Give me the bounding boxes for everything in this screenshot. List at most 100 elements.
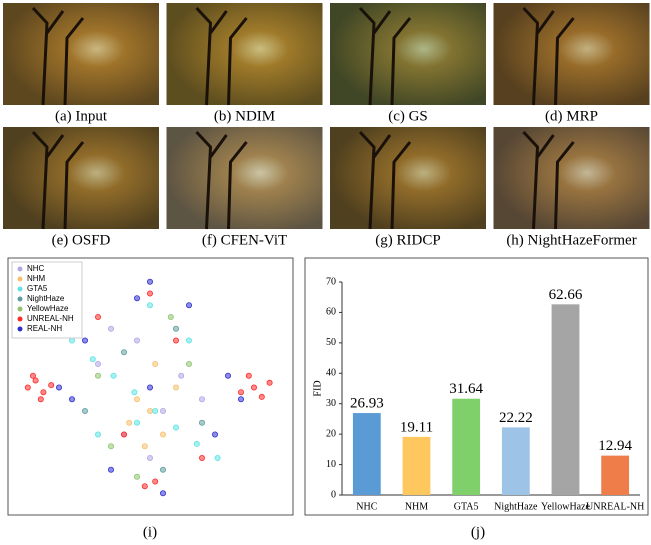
point [56, 385, 61, 390]
point [49, 383, 54, 388]
point [199, 420, 204, 425]
point [238, 390, 243, 395]
point [134, 420, 139, 425]
point [186, 303, 191, 308]
point [108, 444, 113, 449]
point [212, 432, 217, 437]
point [215, 455, 220, 460]
value-label: 22.22 [499, 410, 533, 426]
value-label: 31.64 [449, 381, 483, 397]
point [82, 338, 87, 343]
legend-label: GTA5 [27, 284, 48, 293]
legend-marker [18, 327, 23, 332]
point [259, 394, 264, 399]
caption: (h) NightHazeFormer [506, 232, 636, 248]
point [134, 296, 139, 301]
panel-label: (j) [471, 524, 485, 540]
bar [502, 427, 530, 495]
point [108, 467, 113, 472]
point [168, 314, 173, 319]
y-tick-label: 50 [326, 337, 336, 348]
legend-marker [18, 307, 23, 312]
point [38, 397, 43, 402]
legend-label: UNREAL-NH [27, 314, 74, 323]
legend-label: NHM [27, 274, 46, 283]
point [127, 420, 132, 425]
x-tick-label: NHM [405, 501, 428, 512]
point [246, 373, 251, 378]
point [160, 432, 165, 437]
point [111, 373, 116, 378]
point [199, 455, 204, 460]
value-label: 62.66 [549, 287, 583, 303]
point [194, 441, 199, 446]
point [90, 357, 95, 362]
point [134, 338, 139, 343]
point [95, 361, 100, 366]
point [142, 444, 147, 449]
caption: (a) Input [55, 108, 108, 124]
legend-label: NHC [27, 264, 45, 273]
x-tick-label: GTA5 [454, 501, 479, 512]
point [251, 385, 256, 390]
y-tick-label: 60 [326, 307, 336, 318]
legend-label: REAL-NH [27, 324, 62, 333]
bar [601, 456, 629, 495]
point [95, 432, 100, 437]
point [153, 361, 158, 366]
legend-label: NightHaze [27, 294, 65, 303]
point [173, 385, 178, 390]
bar [353, 413, 381, 495]
point [82, 408, 87, 413]
caption: (g) RIDCP [375, 232, 440, 248]
point [173, 326, 178, 331]
point [186, 338, 191, 343]
y-tick-label: 40 [326, 368, 336, 379]
value-label: 26.93 [350, 395, 384, 411]
caption: (d) MRP [545, 108, 598, 124]
point [267, 380, 272, 385]
legend-marker [18, 267, 23, 272]
legend-marker [18, 317, 23, 322]
point [147, 303, 152, 308]
x-tick-label: UNREAL-NH [586, 501, 644, 512]
point [173, 338, 178, 343]
point [41, 390, 46, 395]
point [134, 397, 139, 402]
point [147, 291, 152, 296]
legend-marker [18, 277, 23, 282]
point [147, 408, 152, 413]
point [25, 385, 30, 390]
point [134, 474, 139, 479]
point [121, 432, 126, 437]
legend-marker [18, 287, 23, 292]
y-tick-label: 20 [326, 428, 336, 439]
point [225, 373, 230, 378]
legend-marker [18, 297, 23, 302]
point [147, 385, 152, 390]
bar [452, 399, 480, 495]
value-label: 12.94 [598, 438, 632, 454]
point [95, 314, 100, 319]
point [69, 397, 74, 402]
caption: (c) GS [388, 108, 428, 124]
point [160, 491, 165, 496]
point [238, 397, 243, 402]
point [132, 390, 137, 395]
bar [552, 304, 580, 495]
point [147, 279, 152, 284]
point [153, 408, 158, 413]
point [160, 467, 165, 472]
x-tick-label: NightHaze [494, 501, 538, 512]
caption: (e) OSFD [52, 232, 111, 248]
x-tick-label: YellowHaze [541, 501, 591, 512]
y-tick-label: 10 [326, 459, 336, 470]
point [186, 361, 191, 366]
legend-label: YellowHaze [27, 304, 69, 313]
caption: (b) NDIM [214, 108, 275, 124]
point [108, 326, 113, 331]
point [121, 350, 126, 355]
point [95, 373, 100, 378]
point [160, 408, 165, 413]
panel-label: (i) [143, 524, 157, 540]
